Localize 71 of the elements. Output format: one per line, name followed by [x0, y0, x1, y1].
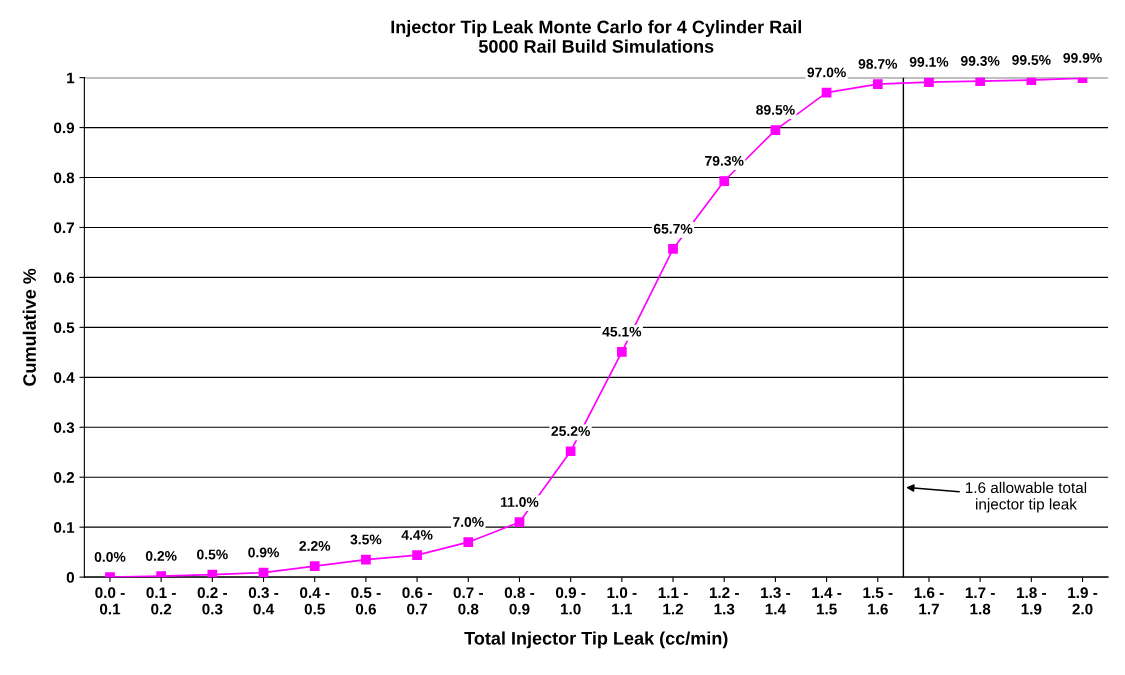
- point: [207, 569, 218, 578]
- y-tick-label: 0: [66, 571, 75, 583]
- y-tick-label: 0.5: [54, 322, 75, 334]
- x-tick-label: 0.3 - 0.4: [248, 587, 279, 615]
- y-tick-label: 0.6: [54, 272, 75, 284]
- data-label: 2.2%: [299, 541, 331, 551]
- x-tick-label: 1.5 - 1.6: [863, 587, 893, 615]
- y-tick-label: 0.8: [54, 172, 75, 184]
- y-tick-label: 0.2: [54, 472, 75, 483]
- x-tick-label: 1.4 - 1.5: [812, 587, 842, 615]
- y-tick-label: 1: [67, 72, 75, 84]
- point: [719, 176, 730, 186]
- data-label: 98.7%: [858, 59, 898, 69]
- y-tick-label: 0.7: [54, 222, 74, 234]
- data-label: 89.5%: [756, 104, 795, 115]
- point: [872, 79, 883, 89]
- y-tick-label: 0.9: [54, 122, 75, 134]
- x-tick-label: 1.2 - 1.3: [709, 587, 739, 615]
- x-tick-label: 0.9 - 1.0: [555, 587, 586, 615]
- x-tick-label: 1.3 - 1.4: [761, 587, 791, 615]
- x-tick-label: 0.7 - 0.8: [453, 587, 483, 615]
- x-tick-label: 0.6 - 0.7: [402, 587, 432, 615]
- x-tick-label: 0.0 - 0.1: [95, 587, 125, 615]
- data-label: 4.4%: [401, 530, 433, 540]
- x-axis-title: Total Injector Tip Leak (cc/min): [464, 631, 728, 649]
- chart-title: Injector Tip Leak Monte Carlo for 4 Cylinder Rail 5000 Rail Build Simulations: [391, 20, 801, 53]
- y-tick-label: 0.4: [54, 372, 75, 384]
- data-label: 0.9%: [248, 547, 279, 558]
- data-label: 79.3%: [705, 155, 744, 166]
- data-label: 65.7%: [653, 223, 693, 234]
- data-label: 11.0%: [501, 497, 539, 507]
- x-tick-label: 1.6 - 1.7: [914, 587, 944, 615]
- x-tick-label: 1.9 - 2.0: [1068, 587, 1098, 615]
- x-tick-label: 1.0 - 1.1: [607, 587, 637, 615]
- ref-line-label: 1.6 allowable total injector tip leak: [965, 481, 1087, 513]
- point: [924, 77, 934, 87]
- data-label: 7.0%: [453, 517, 484, 527]
- point: [1026, 77, 1037, 85]
- y-tick-label: 0.3: [54, 422, 75, 433]
- y-tick-label: 0.1: [54, 522, 75, 533]
- point: [514, 517, 525, 528]
- point: [309, 561, 320, 571]
- x-tick-label: 0.2 - 0.3: [197, 587, 228, 615]
- x-tick-label: 1.8 - 1.9: [1017, 587, 1047, 615]
- x-tick-label: 0.1 - 0.2: [146, 587, 176, 615]
- x-tick-label: 0.4 - 0.5: [300, 587, 330, 615]
- data-label: 0.2%: [145, 551, 177, 561]
- data-label: 99.9%: [1063, 53, 1102, 63]
- data-label: 3.5%: [350, 534, 382, 545]
- x-tick-label: 1.1 - 1.2: [658, 587, 688, 615]
- data-label: 0.0%: [94, 552, 126, 562]
- x-tick-label: 1.7 - 1.8: [965, 587, 995, 615]
- point: [616, 346, 627, 357]
- x-tick-label: 0.8 - 0.9: [504, 587, 535, 615]
- point: [463, 537, 474, 548]
- y-axis-title: Cumulative %: [22, 268, 36, 386]
- data-label: 0.5%: [197, 549, 228, 560]
- point: [412, 550, 422, 561]
- x-tick-label: 0.5 - 0.6: [351, 587, 381, 615]
- data-label: 97.0%: [807, 67, 846, 78]
- data-label: 45.1%: [602, 326, 642, 337]
- point: [258, 567, 269, 578]
- point: [770, 125, 781, 135]
- data-label: 99.3%: [960, 56, 1000, 66]
- point: [668, 244, 678, 254]
- point: [565, 446, 576, 457]
- data-label: 99.1%: [909, 57, 949, 67]
- point: [975, 77, 986, 86]
- point: [361, 554, 371, 565]
- data-label: 99.5%: [1012, 55, 1051, 65]
- data-label: 25.2%: [551, 426, 590, 437]
